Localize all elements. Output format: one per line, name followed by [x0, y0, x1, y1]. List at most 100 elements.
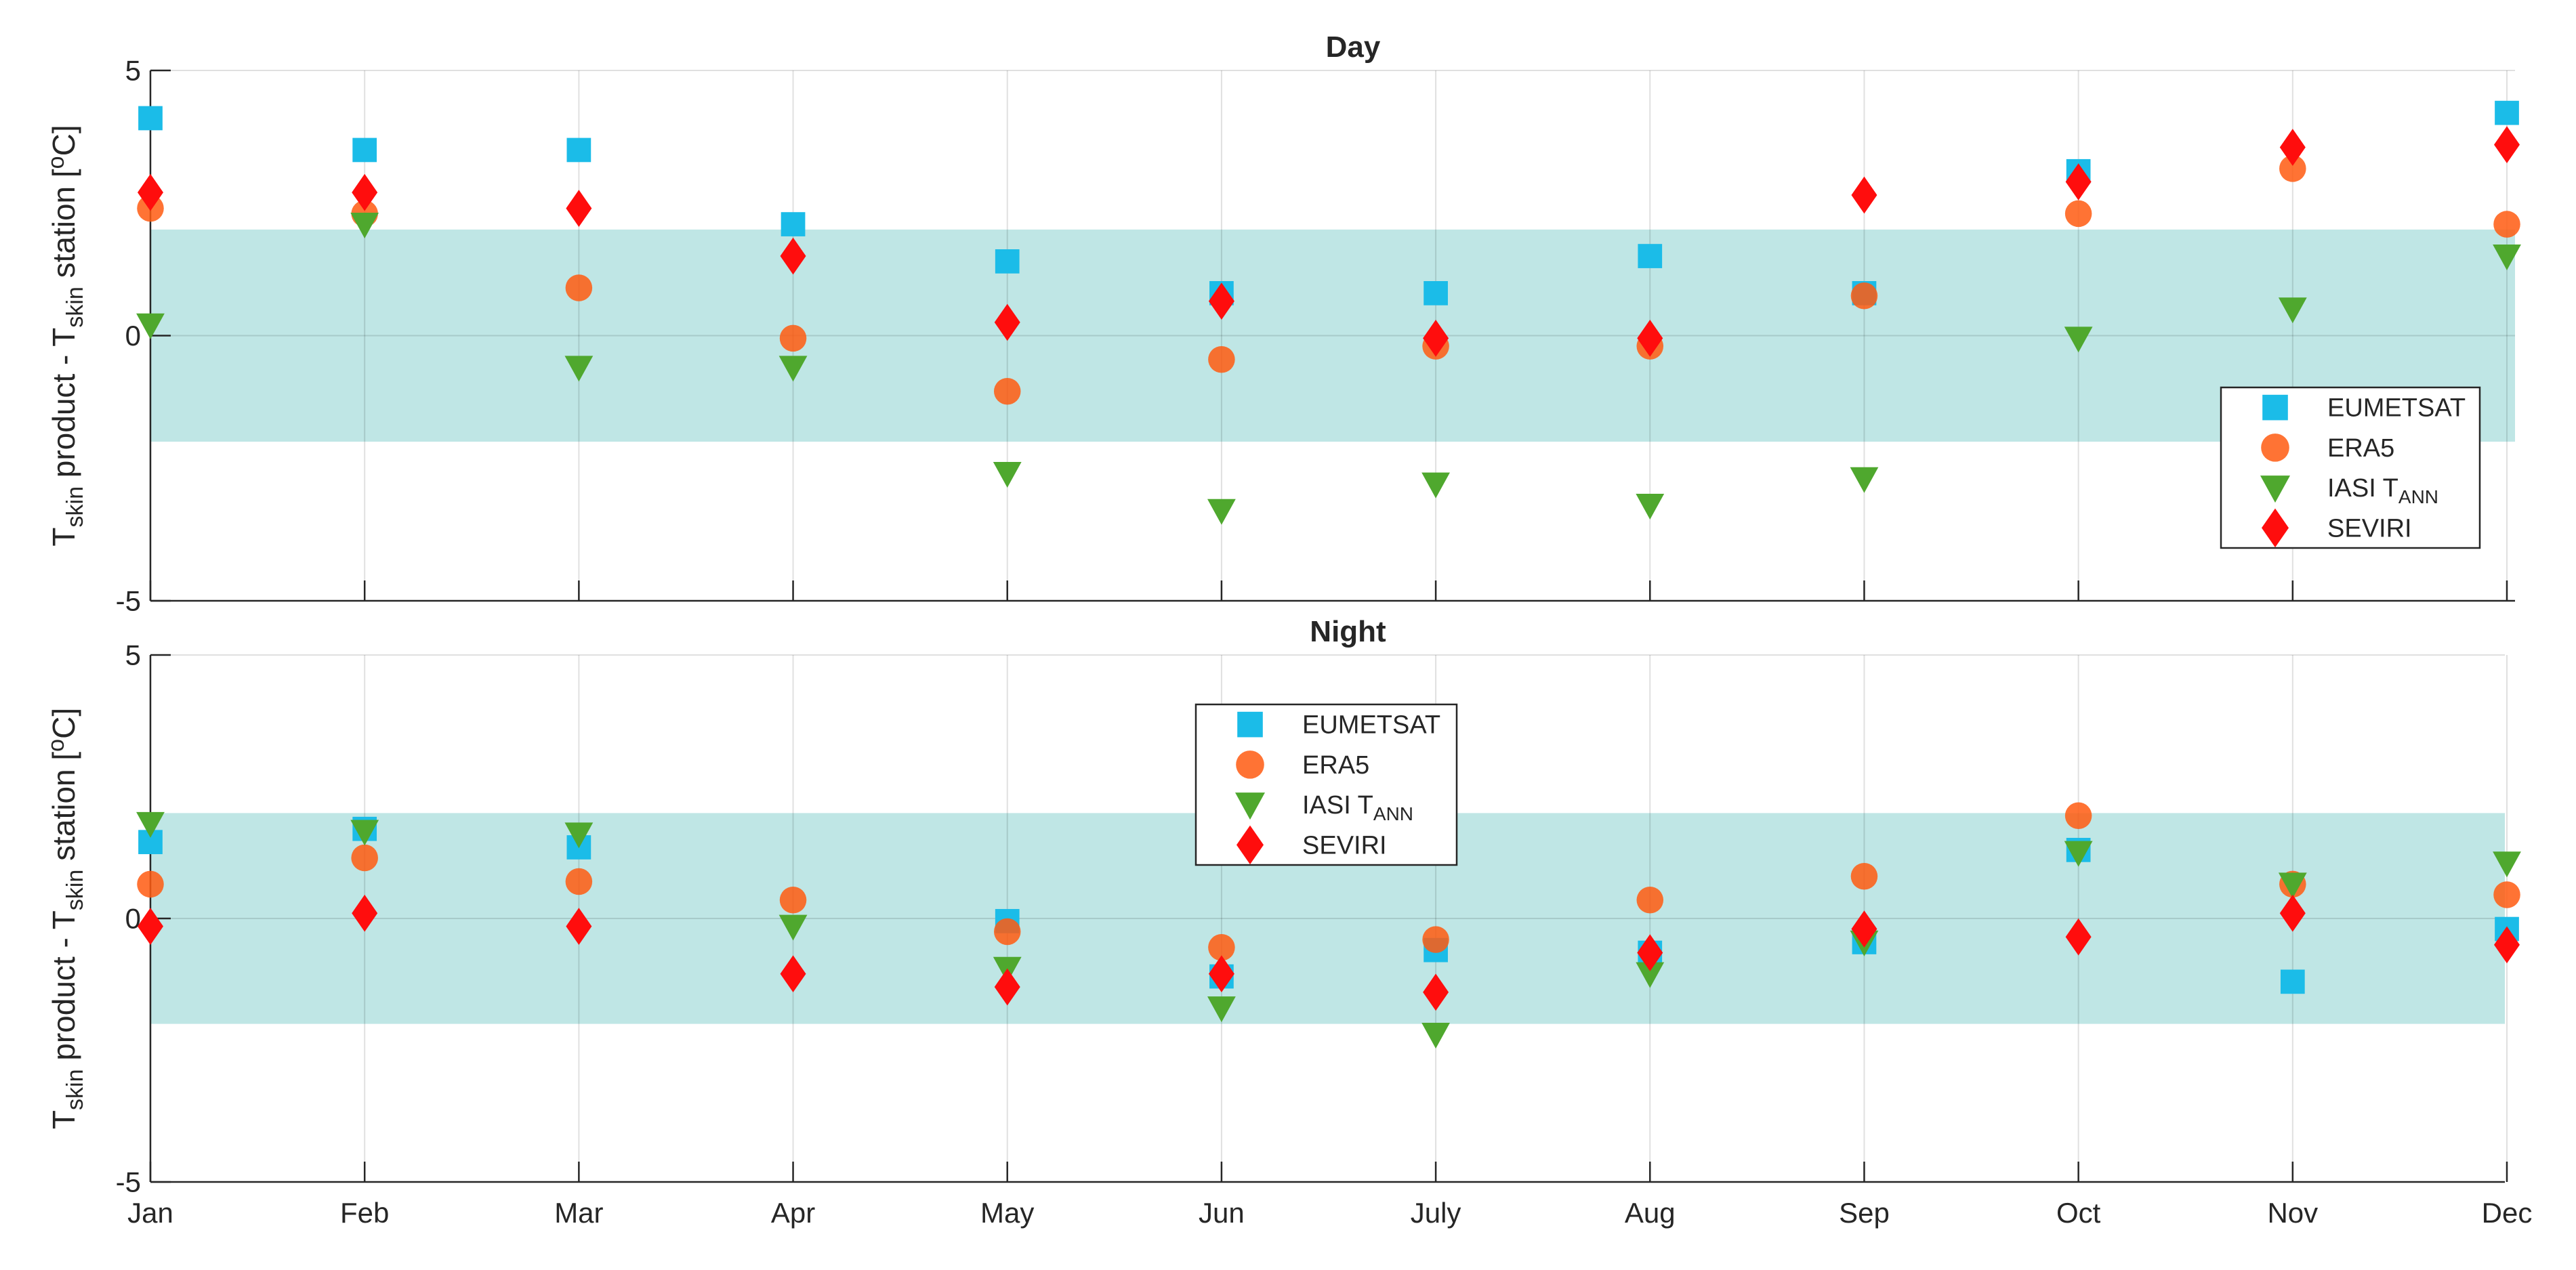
data-point	[2279, 155, 2306, 182]
x-tick-label: Apr	[771, 1197, 815, 1229]
data-point	[352, 894, 378, 932]
data-point	[994, 303, 1020, 341]
data-point	[136, 811, 165, 838]
data-point	[1208, 934, 1235, 961]
data-point	[566, 908, 592, 946]
day-y-tick-label: 5	[125, 55, 141, 87]
data-point	[2064, 326, 2093, 353]
data-point	[994, 968, 1020, 1006]
data-point	[2493, 244, 2521, 270]
data-point	[778, 914, 808, 941]
day-series-eumetsat	[138, 100, 2519, 305]
data-point	[2493, 851, 2521, 878]
data-point	[2279, 894, 2306, 932]
data-point	[1423, 973, 1449, 1011]
data-point	[1850, 282, 1878, 310]
data-point	[781, 212, 806, 236]
day-y-tick-label: -5	[116, 585, 141, 617]
night-y-tick-label: 0	[125, 903, 141, 935]
data-point	[136, 313, 165, 339]
data-point	[350, 212, 379, 238]
data-point	[1851, 176, 1877, 214]
data-point	[1637, 934, 1663, 971]
data-point	[1636, 962, 1665, 988]
x-tick-label: Dec	[2482, 1197, 2533, 1229]
data-point	[1850, 467, 1879, 493]
data-point	[1207, 499, 1236, 525]
legend-marker-seviri	[2262, 508, 2289, 548]
data-point	[2280, 969, 2305, 994]
data-point	[779, 887, 807, 914]
night-series-seviri	[138, 894, 2520, 1011]
data-point	[351, 844, 378, 872]
data-point	[2064, 802, 2092, 830]
night-y-tick-label: -5	[116, 1166, 141, 1198]
day-title: Day	[1326, 30, 1381, 64]
data-point	[2493, 211, 2520, 238]
data-point	[2278, 872, 2307, 899]
data-point	[1424, 281, 1448, 305]
data-point	[352, 137, 377, 163]
legend-marker-eumetsat	[2262, 394, 2288, 421]
data-point	[138, 908, 163, 946]
legend-marker-iasi-t	[2260, 475, 2290, 503]
legend-label: ERA5	[1302, 751, 1369, 780]
data-point	[1638, 244, 1663, 268]
legend-marker-era5	[1236, 750, 1264, 779]
day-legend: EUMETSAT ERA5 IASI TANN SEVIRI	[2220, 386, 2481, 549]
data-point	[1636, 493, 1665, 520]
data-point	[1207, 996, 1236, 1023]
day-series-iasi-t	[136, 212, 2521, 525]
day-tolerance-band	[150, 229, 2515, 442]
data-point	[780, 237, 806, 275]
x-tick-label: Oct	[2056, 1197, 2101, 1229]
x-tick-label: Mar	[554, 1197, 603, 1229]
data-point	[1851, 910, 1877, 948]
x-tick-label: Jan	[127, 1197, 173, 1229]
data-point	[2065, 163, 2092, 200]
data-point	[2279, 129, 2306, 166]
data-point	[564, 356, 594, 382]
x-tick-label: Nov	[2267, 1197, 2318, 1229]
data-point	[137, 870, 164, 898]
legend-marker-era5	[2261, 433, 2289, 462]
data-point	[1423, 320, 1449, 357]
data-point	[1208, 282, 1234, 320]
legend-label: EUMETSAT	[1302, 711, 1440, 740]
data-point	[1850, 863, 1878, 890]
data-point	[2064, 200, 2092, 228]
x-tick-label: Jun	[1199, 1197, 1245, 1229]
data-point	[2495, 100, 2519, 125]
legend-label: IASI TANN	[1302, 791, 1413, 824]
data-point	[565, 868, 593, 895]
data-point	[995, 249, 1020, 274]
night-panel: -5 0 5 Jan Feb Mar Apr May Jun July Aug Sep Oct Nov De…	[43, 615, 2532, 1229]
legend-label: ERA5	[2327, 434, 2394, 463]
day-y-tick-label: 0	[125, 320, 141, 352]
data-point	[2064, 841, 2093, 867]
legend-marker-iasi-t	[1235, 792, 1265, 820]
data-point	[1208, 955, 1234, 993]
data-point	[1422, 926, 1449, 953]
night-y-axis-label: Tskin product - Tskin station [oC]	[43, 708, 88, 1129]
legend-label: SEVIRI	[1302, 831, 1387, 860]
data-point	[2494, 126, 2520, 163]
data-point	[1637, 320, 1663, 357]
x-tick-label: Sep	[1839, 1197, 1890, 1229]
day-y-axis-label: Tskin product - Tskin station [oC]	[43, 125, 88, 546]
day-series-seviri	[138, 126, 2520, 357]
data-point	[566, 137, 591, 163]
legend-label: SEVIRI	[2327, 514, 2412, 543]
x-tick-label: Feb	[340, 1197, 389, 1229]
x-tick-label: Aug	[1625, 1197, 1676, 1229]
data-point	[993, 918, 1021, 946]
legend-marker-eumetsat	[1237, 711, 1263, 738]
data-point	[350, 820, 379, 846]
x-tick-label: May	[980, 1197, 1034, 1229]
data-point	[2493, 881, 2520, 908]
data-point	[993, 377, 1021, 405]
data-point	[778, 356, 808, 382]
night-y-tick-label: 5	[125, 639, 141, 671]
data-point	[1421, 1023, 1450, 1049]
